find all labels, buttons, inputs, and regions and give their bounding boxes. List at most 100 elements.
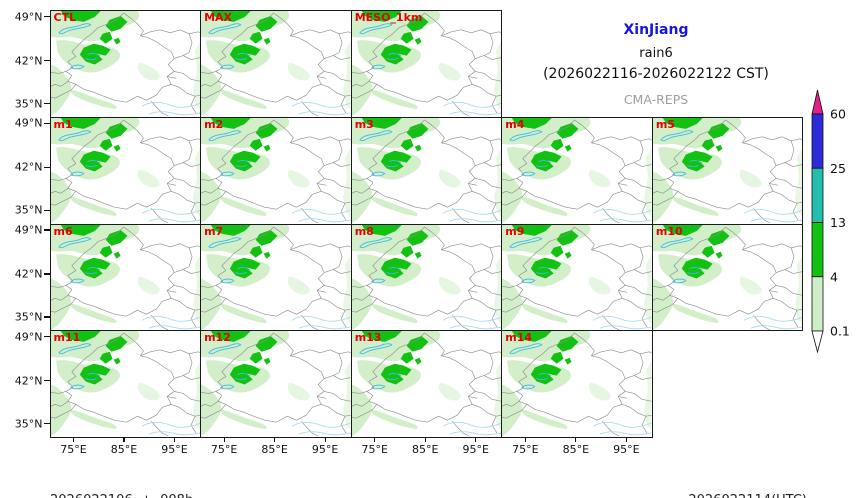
colorbar-segment: [811, 222, 824, 278]
x-axis-tick-label: 85°E: [261, 443, 288, 456]
xinjiang-map: [201, 11, 351, 117]
valid-time-utc: 2026022114(UTC): [688, 492, 807, 498]
xinjiang-map: [201, 225, 351, 331]
panel-m5: m5: [651, 116, 804, 225]
panel-m9: m9: [501, 223, 653, 332]
x-axis-tick-label: 95°E: [161, 443, 188, 456]
x-axis-tick-mark: [173, 437, 176, 442]
valid-time-block: 2026022114(UTC) 2026022122(CST): [688, 458, 807, 498]
x-axis-tick-label: 75°E: [210, 443, 238, 456]
panel-ctl: CTL: [49, 10, 202, 118]
y-axis-tick-label: 42°N: [14, 54, 43, 67]
xinjiang-map: [352, 331, 502, 437]
xinjiang-map: [352, 225, 502, 331]
y-axis-tick-label: 49°N: [14, 330, 43, 344]
y-axis-tick-mark: [44, 336, 50, 338]
panel-label: m6: [53, 224, 73, 238]
panel-m11: m11: [49, 330, 202, 438]
init-time-line1: 2026022106 + 008h: [50, 492, 193, 498]
x-axis-tick-mark: [123, 437, 125, 442]
y-axis-tick-mark: [44, 122, 50, 124]
y-axis-tick-mark: [44, 423, 50, 425]
x-axis-tick-mark: [274, 437, 276, 442]
colorbar-tick-label: 13: [830, 215, 846, 230]
y-axis-tick-label: 35°N: [14, 310, 43, 324]
panel-m6: m6: [49, 223, 202, 332]
x-axis-tick-mark: [524, 437, 526, 442]
xinjiang-map: [201, 331, 351, 437]
xinjiang-map: [352, 118, 502, 224]
panel-label: MESO_1km: [354, 11, 423, 24]
init-time-block: 2026022106 + 008h 2026022114 + 008h: [50, 458, 193, 498]
xinjiang-map: [352, 11, 502, 117]
y-axis-tick-label: 49°N: [14, 223, 43, 237]
colorbar-over-arrow: [811, 89, 824, 115]
y-axis-tick-label: 42°N: [14, 160, 43, 174]
x-axis-tick-label: 95°E: [311, 443, 339, 456]
xinjiang-map: [51, 331, 201, 437]
y-axis-tick-mark: [44, 166, 50, 168]
panel-label: m8: [354, 224, 374, 238]
x-axis-tick-mark: [575, 437, 577, 442]
panel-m12: m12: [200, 330, 352, 438]
y-axis-tick-mark: [44, 59, 50, 62]
colorbar-segment: [811, 167, 824, 223]
xinjiang-map: [201, 118, 351, 224]
panel-label: m12: [204, 331, 231, 345]
panel-label: m3: [354, 117, 374, 131]
colorbar-under-arrow: [811, 330, 824, 354]
panel-label: m9: [505, 224, 525, 238]
xinjiang-map: [502, 331, 652, 437]
x-axis-tick-label: 95°E: [462, 443, 489, 456]
model-name-title: CMA-REPS: [623, 92, 689, 107]
y-axis-tick-label: 35°N: [14, 97, 43, 110]
panel-m14: m14: [501, 330, 653, 438]
y-axis-tick-mark: [44, 316, 50, 318]
panel-label: m14: [505, 331, 533, 345]
panel-m13: m13: [350, 330, 503, 438]
x-axis-tick-label: 75°E: [60, 443, 87, 456]
x-axis-tick-label: 75°E: [512, 443, 539, 456]
colorbar-tick-label: 60: [830, 107, 846, 122]
panel-m1: m1: [49, 116, 202, 225]
x-axis-tick-mark: [72, 437, 75, 442]
xinjiang-map: [51, 225, 201, 331]
colorbar-segment: [811, 113, 824, 169]
xinjiang-map: [653, 118, 803, 224]
valid-period-title: (2026022116-2026022122 CST): [543, 66, 769, 82]
xinjiang-map: [51, 118, 201, 224]
panel-m8: m8: [350, 223, 503, 332]
panel-m10: m10: [651, 223, 804, 332]
xinjiang-map: [653, 225, 803, 331]
panel-label: m11: [53, 331, 81, 345]
x-axis-tick-label: 85°E: [411, 443, 439, 456]
x-axis-tick-mark: [475, 437, 477, 442]
variable-title: rain6: [639, 46, 673, 61]
y-axis-tick-mark: [44, 380, 50, 382]
panel-label: MAX: [204, 11, 233, 24]
panel-label: m7: [204, 224, 224, 238]
colorbar: 60 25 13 4 0.1: [811, 89, 850, 354]
panel-m3: m3: [350, 116, 503, 225]
panel-meso_1km: MESO_1km: [350, 10, 503, 118]
x-axis-tick-mark: [424, 437, 426, 442]
y-axis-tick-label: 35°N: [14, 203, 43, 217]
x-axis-tick-mark: [223, 437, 225, 442]
y-axis-tick-mark: [44, 229, 50, 231]
xinjiang-map: [502, 118, 652, 224]
y-axis-tick-label: 49°N: [14, 116, 43, 130]
region-title: XinJiang: [623, 22, 689, 38]
y-axis-tick-mark: [44, 273, 50, 275]
panel-label: m13: [354, 331, 382, 345]
panel-label: m10: [655, 224, 683, 238]
xinjiang-map: [502, 225, 652, 331]
panel-label: m1: [53, 117, 73, 131]
xinjiang-map: [51, 11, 201, 117]
y-axis-tick-mark: [44, 102, 50, 105]
colorbar-tick-label: 25: [830, 161, 846, 176]
panel-label: m4: [505, 117, 525, 131]
x-axis-tick-label: 95°E: [613, 443, 640, 456]
x-axis-tick-label: 85°E: [562, 443, 590, 456]
x-axis-tick-label: 75°E: [361, 443, 388, 456]
